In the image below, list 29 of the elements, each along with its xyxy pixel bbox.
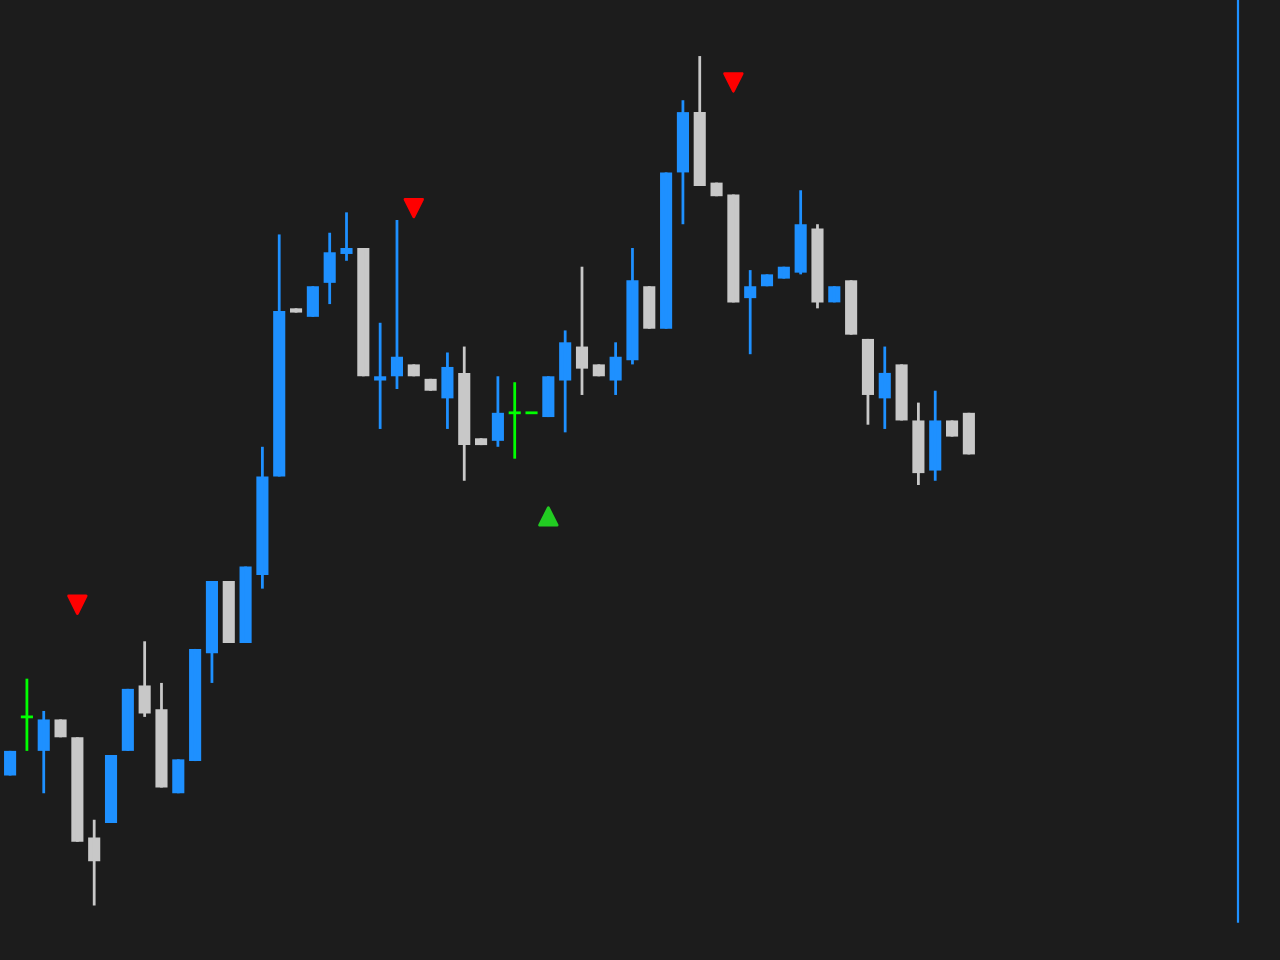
candlestick [357, 246, 370, 378]
candlestick [710, 181, 723, 198]
candlestick [71, 735, 84, 844]
point [403, 197, 424, 219]
candlestick [104, 755, 118, 824]
candlestick [592, 363, 605, 378]
candlestick [407, 363, 420, 378]
candlestick [962, 411, 975, 456]
candlestick [777, 265, 790, 280]
candlestick [121, 687, 134, 753]
candlestick [172, 757, 185, 795]
point [538, 506, 559, 527]
candlestick [507, 380, 523, 461]
candlestick [54, 718, 67, 739]
candlestick [643, 284, 656, 331]
candlestick [660, 171, 673, 331]
point [723, 72, 744, 93]
candlestick [845, 278, 858, 337]
candlestick [727, 193, 740, 304]
candlestick [424, 377, 437, 393]
candlestick [828, 284, 841, 304]
candlestick [239, 565, 252, 645]
candlestick [222, 580, 235, 643]
candlestick [4, 749, 17, 777]
candlestick [542, 374, 555, 419]
candlestick [306, 284, 319, 319]
point [67, 594, 88, 615]
candlestick [895, 363, 908, 422]
candlestick [189, 647, 202, 763]
